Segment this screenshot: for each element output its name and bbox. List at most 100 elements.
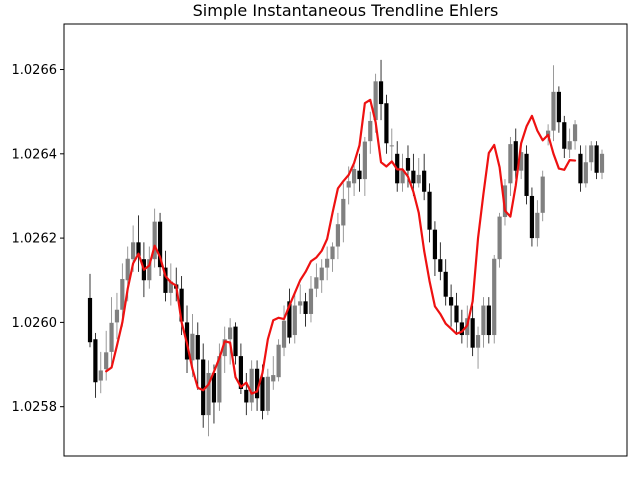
candle [594,141,599,180]
candle-body [98,370,103,381]
candle-body [109,322,114,352]
candle [298,284,303,314]
candle-body [341,198,346,226]
candle-body [228,327,233,340]
candle [109,297,114,365]
candle-body [519,152,524,171]
chart-title: Simple Instantaneous Trendline Ehlers [193,1,499,20]
candle [427,183,432,243]
candle-body [481,305,486,336]
candle [249,360,254,411]
candle-body [416,174,421,184]
candle-body [325,258,330,268]
candle [93,332,98,398]
candle [330,242,335,272]
candle [222,326,227,373]
candle [152,208,157,268]
plot-area [64,24,627,456]
candle [578,145,583,192]
candle-body [125,258,130,281]
candle-body [470,318,475,348]
plot-frame [63,23,628,457]
candle [497,212,502,268]
candle [233,322,238,365]
candle [535,200,540,247]
candle-body [330,246,335,260]
candle-body [276,344,281,378]
candle-body [104,352,109,370]
candle-body [298,301,303,306]
y-tick-label: 1.0262 [12,232,58,247]
candle-body [572,124,578,142]
candle-body [254,368,260,399]
candle [454,292,459,336]
candle-body [578,153,583,184]
candle [599,149,605,180]
candle-body [405,158,411,171]
candle-body [233,326,238,357]
candle-body [368,120,373,142]
candle-body [411,170,416,184]
candle-body [249,368,254,403]
candle [335,212,341,260]
candle-body [271,375,276,382]
candle-body [535,212,540,239]
candle [341,183,346,243]
candle-body [281,320,287,348]
candle [470,305,475,357]
candle-body [373,81,378,121]
candle-body [260,377,265,411]
candle [357,153,362,192]
candle [400,153,405,192]
candle [319,259,324,293]
candle-body [303,301,308,314]
candle-body [147,259,152,281]
candle [114,292,120,340]
candle [244,372,249,416]
candle [287,288,292,344]
candle [157,212,163,277]
y-tick-label: 1.0258 [12,400,58,415]
y-axis: 1.0258 1.0260 1.0262 1.0264 1.0266 [12,63,64,415]
candle [422,153,427,201]
candle-body [475,335,481,348]
candle-body [308,288,314,314]
candle-body [486,305,491,336]
candle-body [438,259,443,272]
candle [567,128,572,159]
candle-body [400,170,405,184]
candle [378,59,384,121]
candle [195,322,200,390]
candle [265,368,270,416]
candle [368,111,373,154]
candle [384,94,389,154]
candle-body [551,91,556,131]
candle-body [152,221,157,260]
candle [147,246,152,289]
candle-body [351,168,357,184]
candle-body [562,122,567,149]
candle-body [594,145,599,173]
candle-body [211,372,217,403]
candle [529,187,535,247]
candle [562,115,567,159]
candle-body [427,191,432,230]
candle-body [432,229,438,260]
candle [583,145,588,188]
candle [308,276,314,323]
candle [524,145,529,205]
candle-body [513,141,518,171]
candle-body [346,181,351,188]
candle-body [287,301,292,338]
candle [438,242,443,281]
candle-body [195,335,200,360]
candle-body [217,356,222,403]
candle [492,254,497,344]
candle-body [524,153,529,196]
candle-body [443,271,448,297]
candle-body [362,141,367,180]
candle-body [265,376,270,411]
candle-body [114,309,120,323]
candle [556,86,561,133]
